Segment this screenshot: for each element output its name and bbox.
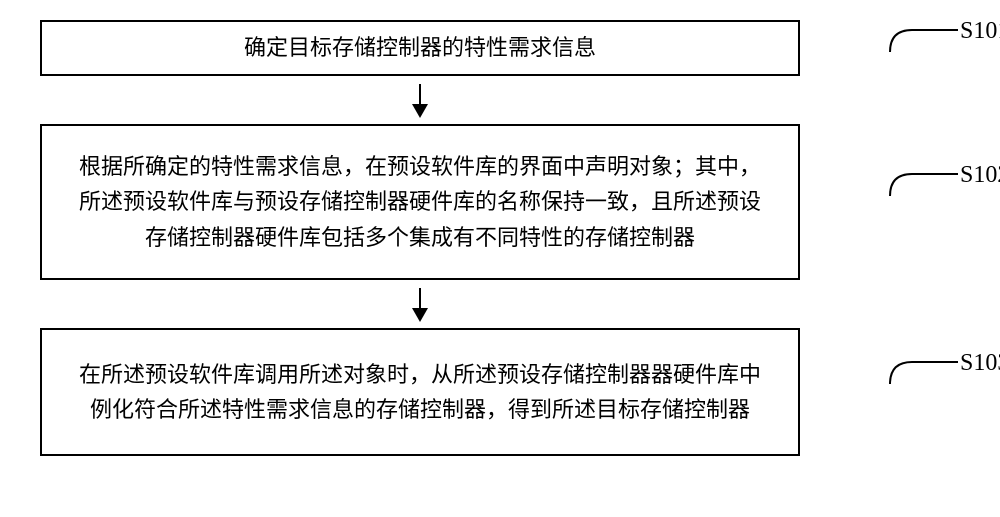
arrow-2-3 (40, 280, 800, 328)
step-text-s103: 在所述预设软件库调用所述对象时，从所述预设存储控制器器硬件库中例化符合所述特性需… (72, 357, 768, 427)
step-label-s102: S102 (960, 162, 1000, 189)
step-box-s101: 确定目标存储控制器的特性需求信息 S101 (40, 20, 800, 76)
step-text-s102: 根据所确定的特性需求信息，在预设软件库的界面中声明对象；其中，所述预设软件库与预… (72, 149, 768, 255)
step-label-s103: S103 (960, 350, 1000, 377)
connector-s101 (888, 26, 958, 56)
flowchart-container: 确定目标存储控制器的特性需求信息 S101 根据所确定的特性需求信息，在预设软件… (40, 20, 960, 456)
step-text-s101: 确定目标存储控制器的特性需求信息 (244, 30, 596, 65)
step-box-s102: 根据所确定的特性需求信息，在预设软件库的界面中声明对象；其中，所述预设软件库与预… (40, 124, 800, 280)
step-box-s103: 在所述预设软件库调用所述对象时，从所述预设存储控制器器硬件库中例化符合所述特性需… (40, 328, 800, 456)
step-label-s101: S101 (960, 18, 1000, 45)
connector-s103 (888, 358, 958, 388)
arrow-1-2 (40, 76, 800, 124)
connector-s102 (888, 170, 958, 200)
